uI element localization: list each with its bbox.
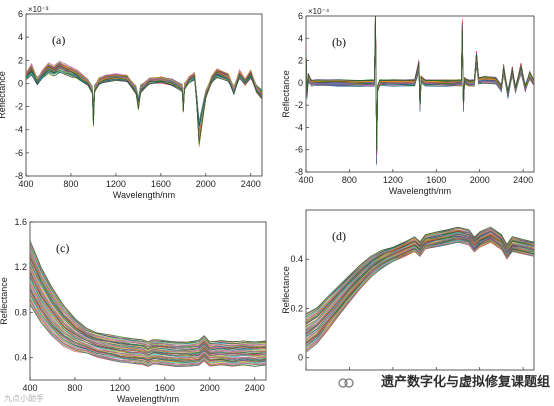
spectrum-line [30, 285, 266, 360]
spectrum-line [306, 227, 534, 319]
spectrum-line [30, 297, 266, 365]
panel-label: (a) [52, 33, 65, 47]
spectrum-line [30, 276, 266, 357]
spectrum-line [30, 294, 266, 364]
series-group [306, 16, 534, 166]
x-tick-label: 1200 [110, 383, 130, 393]
spectrum-line [30, 251, 266, 347]
series-group [30, 240, 266, 367]
y-tick-label: 0 [18, 78, 23, 88]
y-axis-label: Reflectance [281, 266, 291, 314]
y-axis-label: Reflectance [0, 71, 7, 119]
panel-b-chart: -8 -6 -4 -2 0 2 4 6 400 800 1200 1600 2000 2400 Wavele… [281, 7, 535, 196]
panel-d-chart: 0 0.2 0.4 Reflectance (d) [281, 209, 535, 371]
x-tick-label: 400 [18, 179, 33, 189]
x-axis-label: Wavelength/nm [389, 186, 451, 196]
y-tick-label: -6 [295, 145, 303, 155]
panel-label: (c) [56, 241, 69, 255]
spectrum-line [306, 241, 534, 353]
y-tick-label: 0.4 [14, 352, 27, 362]
spectrum-line [30, 263, 266, 352]
y-tick-label: 6 [18, 9, 23, 19]
spectrum-line [26, 70, 262, 129]
y-tick-label: -6 [15, 148, 23, 158]
y-tick-label: 0.4 [290, 254, 303, 264]
x-tick-label: 2400 [513, 175, 533, 185]
y-tick-label: -8 [15, 171, 23, 181]
spectrum-line [306, 16, 534, 158]
x-tick-label: 2400 [241, 179, 261, 189]
y-tick-label: 1.6 [14, 217, 27, 227]
x-tick-label: 1600 [151, 179, 171, 189]
x-tick-label: 1600 [155, 383, 175, 393]
y-tick-label: 0 [298, 353, 303, 363]
spectrum-line [306, 241, 534, 353]
spectrum-line [30, 245, 266, 345]
series-group [306, 226, 534, 353]
y-tick-label: -2 [295, 100, 303, 110]
spectrum-line [30, 269, 266, 354]
y-tick-label: 0 [298, 78, 303, 88]
y-tick-label: 4 [18, 32, 23, 42]
x-tick-label: 800 [342, 175, 357, 185]
x-axis-label: Wavelength/nm [117, 394, 179, 404]
y-tick-label: 0.2 [290, 303, 303, 313]
y-tick-label: 4 [298, 33, 303, 43]
spectrum-line [26, 64, 262, 140]
spectrum-line [30, 282, 266, 359]
y-tick-label: 2 [298, 56, 303, 66]
y-tick-label: -4 [295, 122, 303, 132]
plot-frame [305, 209, 535, 371]
panel-c-chart: 0.4 0.8 1.2 1.6 400 800 1200 1600 2000 2400 Wavele… [0, 217, 267, 404]
x-tick-label: 2000 [196, 179, 216, 189]
spectrum-line [30, 286, 266, 360]
x-tick-label: 2000 [200, 383, 220, 393]
spectrum-line [30, 296, 266, 364]
watermark-corner: 九点小助手 [4, 394, 44, 403]
x-tick-label: 1600 [426, 175, 446, 185]
y-tick-label: -4 [15, 125, 23, 135]
spectrum-line [30, 279, 266, 358]
spectrum-line [306, 226, 534, 314]
x-tick-label: 2000 [470, 175, 490, 185]
y-axis-label: Reflectance [281, 70, 291, 118]
y-tick-label: 6 [298, 11, 303, 21]
y-tick-label: -2 [15, 102, 23, 112]
x-tick-label: 400 [298, 175, 313, 185]
wechat-channel-icon [338, 378, 354, 388]
spectrum-line [30, 254, 266, 348]
y-axis-label: Reflectance [0, 277, 9, 325]
spectrum-line [30, 258, 266, 350]
x-tick-label: 800 [63, 179, 78, 189]
watermark-text: 遗产数字化与虚拟修复课题组 [380, 375, 550, 390]
y-tick-label: -8 [295, 167, 303, 177]
x-tick-label: 800 [67, 383, 82, 393]
spectrum-line [30, 257, 266, 349]
y-tick-label: 1.2 [14, 262, 27, 272]
x-tick-label: 400 [22, 383, 37, 393]
series-group [26, 60, 262, 148]
x-tick-label: 2400 [245, 383, 265, 393]
spectrum-line [30, 266, 266, 353]
y-tick-label: 2 [18, 55, 23, 65]
panel-label: (d) [332, 229, 346, 243]
x-tick-label: 1200 [106, 179, 126, 189]
axis-exponent: ×10⁻⁴ [308, 7, 330, 16]
panel-a-chart: -8 -6 -4 -2 0 2 4 6 400 800 1200 1600 2000 2400 Wavele… [0, 5, 263, 200]
spectrum-line [30, 240, 266, 343]
spectrum-line [30, 293, 266, 363]
spectrum-line [306, 16, 534, 151]
panel-label: (b) [332, 35, 346, 49]
spectrum-line [26, 64, 262, 145]
plot-frame [305, 15, 535, 173]
y-tick-label: 0.8 [14, 307, 27, 317]
axis-exponent: ×10⁻³ [28, 5, 49, 14]
x-tick-label: 1200 [383, 175, 403, 185]
x-axis-label: Wavelength/nm [113, 190, 175, 200]
